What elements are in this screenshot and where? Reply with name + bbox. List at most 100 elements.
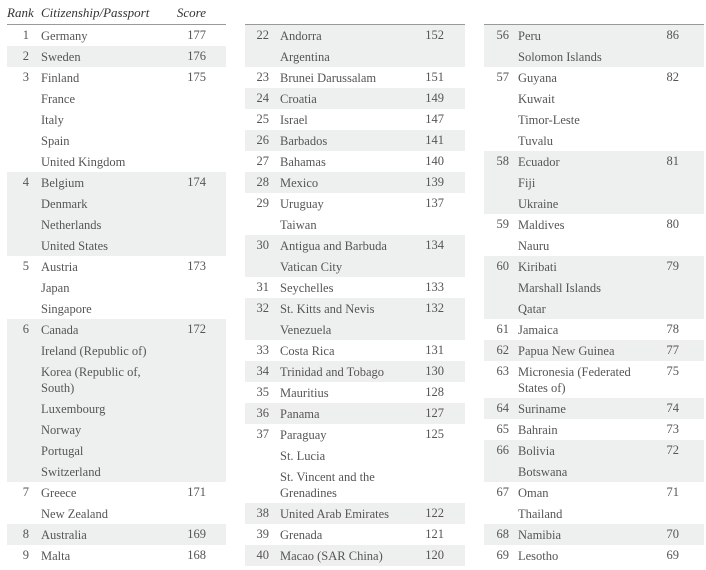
country-cell: Spain [41,133,70,148]
country-cell: Austria [41,259,78,274]
table-row: 63 75 Micronesia (Federated States of) [484,361,704,398]
table-row: 1 177 Germany [7,25,226,46]
country-cell: Uruguay [280,196,324,211]
table-row: 57 82 Guyana Kuwait Timor-Leste Tuvalu [484,67,704,151]
score-cell: 174 [187,174,206,189]
rank-cell: 34 [256,363,270,378]
table-row: 35 128 Mauritius [245,382,465,403]
table-row: 38 122 United Arab Emirates [245,503,465,524]
country-cell: Croatia [280,91,317,106]
country-cell: France [41,91,76,106]
table-row: 6 172 Canada Ireland (Republic of) Korea (Re… [7,319,226,482]
country-cell: Italy [41,112,64,127]
rank-cell: 4 [22,174,29,189]
country-cell: United Arab Emirates [280,506,389,521]
score-cell: 177 [187,27,206,42]
score-cell: 151 [425,69,444,84]
score-cell: 152 [425,27,444,42]
country-cell: Netherlands [41,217,102,232]
country-cell: Tuvalu [518,133,553,148]
rank-cell: 30 [256,237,270,252]
header-rank: Rank [7,5,34,20]
rank-cell: 64 [496,400,510,415]
score-cell: 125 [425,426,444,441]
table-row: 2 176 Sweden [7,46,226,67]
score-cell: 72 [666,442,680,457]
country-cell: Brunei Darussalam [280,70,377,85]
table-row: 4 174 Belgium Denmark Netherlands United Stat… [7,172,226,256]
country-cell: Belgium [41,175,85,190]
table-row: 58 81 Ecuador Fiji Ukraine [484,151,704,214]
table-row: 9 168 Malta [7,545,226,566]
score-cell: 172 [187,321,206,336]
score-cell: 173 [187,258,206,273]
rank-cell: 36 [256,405,270,420]
country-cell: Costa Rica [280,343,335,358]
country-cell: Micronesia (Federated States of) [518,364,631,395]
country-cell: Vatican City [280,259,343,274]
score-cell: 78 [666,321,680,336]
score-cell: 71 [666,484,680,499]
country-cell: Kiribati [518,259,557,274]
table-row: 33 131 Costa Rica [245,340,465,361]
country-cell: Grenada [280,527,323,542]
score-cell: 70 [666,526,680,541]
rank-cell: 1 [22,27,29,42]
table-row: 60 79 Kiribati Marshall Islands Qatar [484,256,704,319]
table-row: 32 132 St. Kitts and Nevis Venezuela [245,298,465,340]
rank-cell: 40 [256,547,270,562]
header-country: Citizenship/Passport [41,5,150,20]
table-row: 25 147 Israel [245,109,465,130]
ranking-column-2: 22 152 Andorra Argentina 23 151 Brunei Darussa… [245,0,465,566]
score-cell: 79 [666,258,680,273]
header-rule [484,24,704,25]
table-row: 64 74 Suriname [484,398,704,419]
score-cell: 74 [666,400,680,415]
rank-cell: 69 [496,547,510,562]
country-cell: Bahamas [280,154,326,169]
country-cell: United States [41,238,109,253]
rank-cell: 58 [496,153,510,168]
rank-cell: 68 [496,526,510,541]
table-row: 23 151 Brunei Darussalam [245,67,465,88]
country-cell: Marshall Islands [518,280,601,295]
score-cell: 131 [425,342,444,357]
rank-cell: 8 [22,526,29,541]
country-cell: Paraguay [280,427,327,442]
score-cell: 141 [425,132,444,147]
rank-cell: 27 [256,153,270,168]
country-cell: Ireland (Republic of) [41,343,147,358]
rank-cell: 3 [22,69,29,84]
score-cell: 128 [425,384,444,399]
country-cell: Bolivia [518,443,555,458]
country-cell: Lesotho [518,548,559,563]
ranking-column-3: 56 86 Peru Solomon Islands 57 82 Guyana Kuwait T… [484,0,704,566]
country-cell: Jamaica [518,322,559,337]
table-row: 30 134 Antigua and Barbuda Vatican City [245,235,465,277]
rank-cell: 37 [256,426,270,441]
score-cell: 122 [425,505,444,520]
table-row: 68 70 Namibia [484,524,704,545]
table-row: 26 141 Barbados [245,130,465,151]
country-cell: Bahrain [518,422,558,437]
table-row: 24 149 Croatia [245,88,465,109]
score-cell: 127 [425,405,444,420]
rank-cell: 56 [496,27,510,42]
country-cell: Switzerland [41,464,101,479]
table-row: 61 78 Jamaica [484,319,704,340]
country-cell: Thailand [518,506,563,521]
score-cell: 130 [425,363,444,378]
rank-cell: 2 [22,48,29,63]
score-cell: 137 [425,195,444,210]
score-cell: 134 [425,237,444,252]
rank-cell: 26 [256,132,270,147]
rank-cell: 35 [256,384,270,399]
header-rule [7,24,226,25]
country-cell: Suriname [518,401,566,416]
score-cell: 81 [666,153,680,168]
country-cell: Mexico [280,175,319,190]
rank-cell: 39 [256,526,270,541]
score-cell: 169 [187,526,206,541]
table-row: 69 69 Lesotho [484,545,704,566]
table-row: 8 169 Australia [7,524,226,545]
